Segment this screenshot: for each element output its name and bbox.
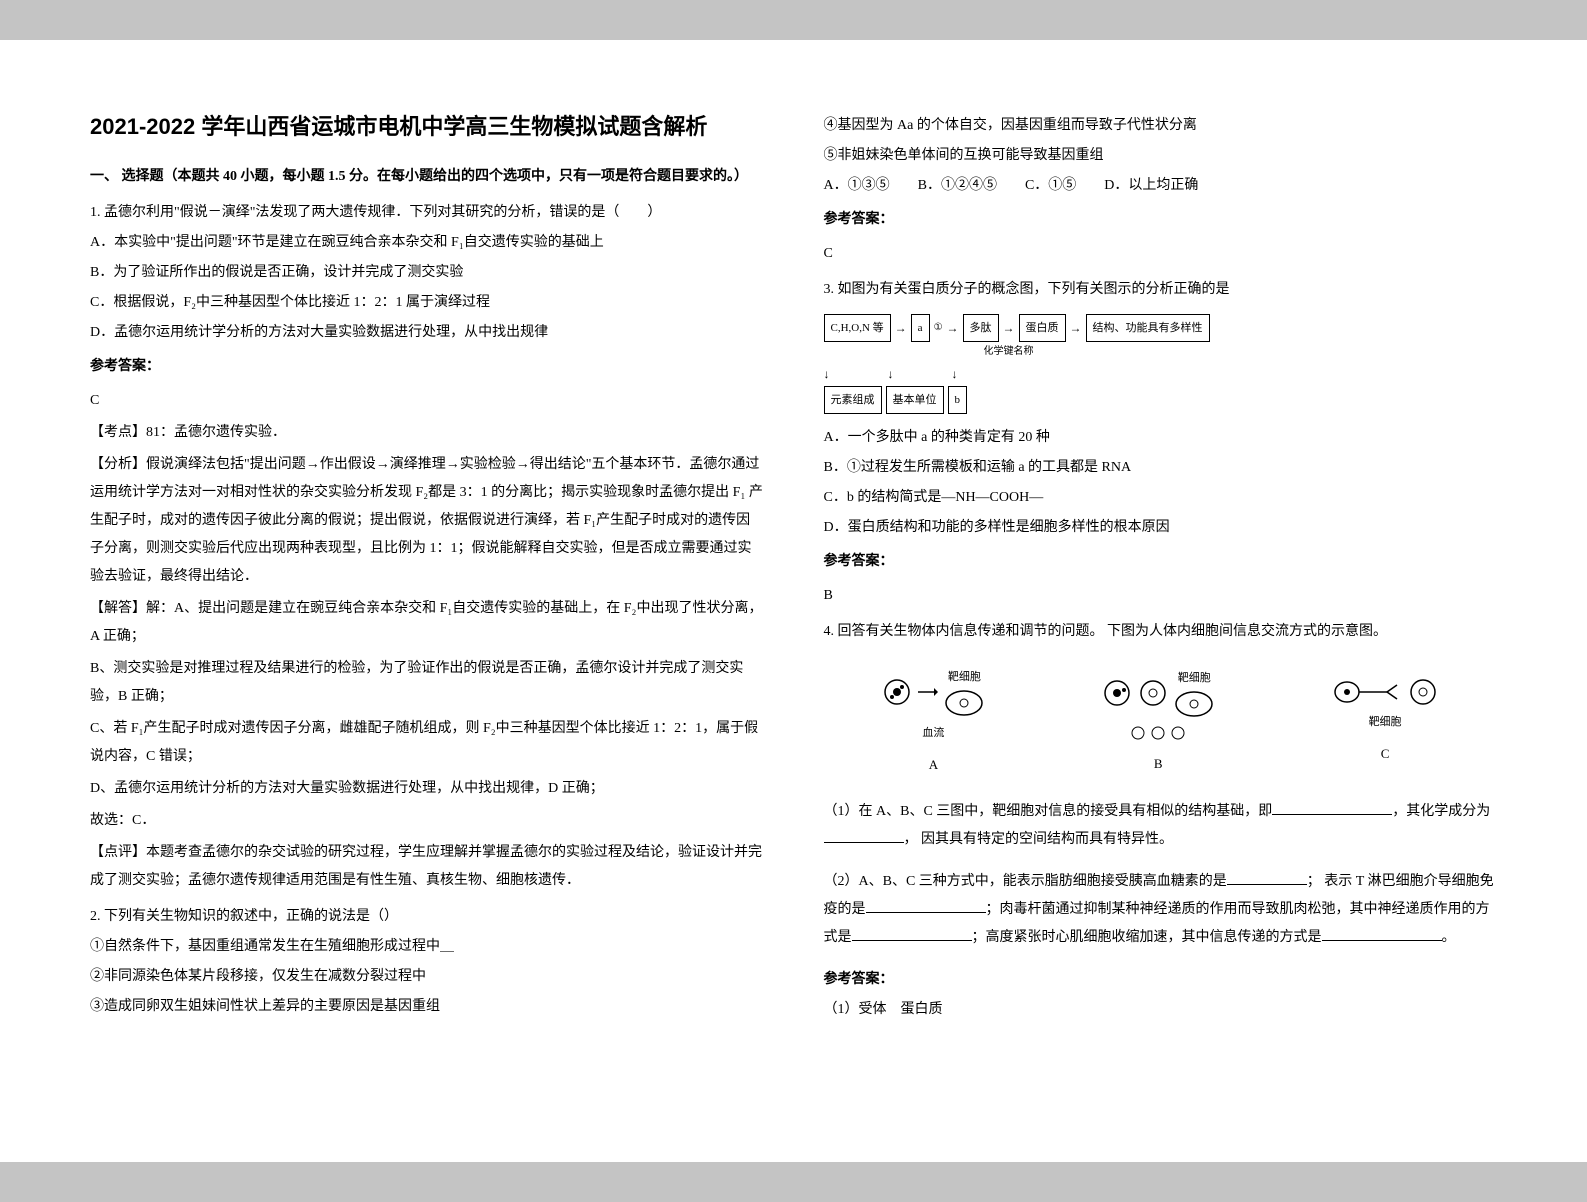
cm-box-peptide: 多肽 (963, 314, 999, 342)
cm-box-diversity: 结构、功能具有多样性 (1086, 314, 1210, 342)
neuron-icon (1332, 677, 1402, 707)
arrow-icon: → (947, 316, 959, 340)
q1-solution-d: D、孟德尔运用统计分析的方法对大量实验数据进行处理，从中找出规律，D 正确； (90, 775, 764, 803)
q2-answer: C (824, 240, 1498, 268)
arrow-icon: → (895, 316, 907, 340)
blood-label: 血流 (922, 722, 944, 744)
concept-map-row2: ↓ ↓ ↓ (824, 362, 1498, 386)
blank-field (1227, 869, 1307, 885)
question-4-stem: 4. 回答有关生物体内信息传递和调节的问题。 下图为人体内细胞间信息交流方式的示… (824, 618, 1498, 646)
question-2-stem: 2. 下列有关生物知识的叙述中，正确的说法是（） (90, 903, 764, 931)
concept-map: C,H,O,N 等 → a ① → 多肽 → 蛋白质 → 结构、功能具有多样性 … (824, 314, 1498, 414)
q3-option-c: C．b 的结构简式是—NH—COOH— (824, 484, 1498, 512)
q4-p1b: ，其化学成分为 (1392, 804, 1490, 819)
target-cell-label: 靶细胞 (948, 666, 981, 688)
q2-options: A．①③⑤ B．①②④⑤ C．①⑤ D．以上均正确 (824, 172, 1498, 200)
right-column: ④基因型为 Aa 的个体自交，因基因重组而导致子代性状分离 ⑤非姐妹染色单体间的… (824, 110, 1498, 1092)
q1-answer-label: 参考答案： (90, 353, 764, 381)
blank-field (1272, 799, 1392, 815)
cm-box-a: a (911, 314, 930, 342)
concept-map-chem-row: 化学键名称 (984, 342, 1498, 362)
cell-group-a: 靶细胞 血流 A (882, 666, 984, 778)
cm-box-b: b (948, 386, 968, 414)
diagram-label-a: A (929, 752, 938, 778)
q3-answer: B (824, 582, 1498, 610)
blank-field (866, 897, 986, 913)
q1-solution-b: B、测交实验是对推理过程及结果进行的检验，为了验证作出的假说是否正确，孟德尔设计… (90, 655, 764, 711)
cell-icon (882, 677, 912, 707)
cm-chem-label: 化学键名称 (984, 342, 1034, 362)
q1-answer: C (90, 387, 764, 415)
q1-comment: 【点评】本题考查孟德尔的杂交试验的研究过程，学生应理解并掌握孟德尔的实验过程及结… (90, 839, 764, 895)
cell-group-c: 靶细胞 C (1332, 677, 1438, 767)
q2-answer-label: 参考答案： (824, 206, 1498, 234)
q1-solution-end: 故选：C． (90, 807, 764, 835)
section-heading: 一、 选择题（本题共 40 小题，每小题 1.5 分。在每小题给出的四个选项中，… (90, 163, 764, 191)
target-cell-label: 靶细胞 (1369, 711, 1402, 733)
q1-keypoint: 【考点】81：孟德尔遗传实验． (90, 419, 764, 447)
q4-p2e: 。 (1442, 930, 1456, 945)
q3-option-d: D．蛋白质结构和功能的多样性是细胞多样性的根本原因 (824, 514, 1498, 542)
concept-map-row3: 元素组成 基本单位 b (824, 386, 1498, 414)
arrow-down-icon: ↓ (952, 362, 958, 386)
q1-option-b: B．为了验证所作出的假说是否正确，设计并完成了测交实验 (90, 259, 764, 287)
q2-s4: ④基因型为 Aa 的个体自交，因基因重组而导致子代性状分离 (824, 112, 1498, 140)
cm-box-element-comp: 元素组成 (824, 386, 882, 414)
cell-diagram: 靶细胞 血流 A 靶细胞 B (824, 666, 1498, 778)
q2-s2: ②非同源染色体某片段移接，仅发生在减数分裂过程中 (90, 963, 764, 991)
blank-field (852, 925, 972, 941)
blank-field (1322, 925, 1442, 941)
target-cell-icon (1174, 689, 1214, 719)
diagram-label-b: B (1154, 751, 1163, 777)
cell-row-c (1332, 677, 1438, 707)
q1-solution-c: C、若 F₁产生配子时成对遗传因子分离，雌雄配子随机组成，则 F₂中三种基因型个… (90, 715, 764, 771)
blank-field (824, 827, 904, 843)
q2-s3: ③造成同卵双生姐妹间性状上差异的主要原因是基因重组 (90, 993, 764, 1021)
cell-row-b: 靶细胞 (1102, 667, 1214, 719)
left-column: 2021-2022 学年山西省运城市电机中学高三生物模拟试题含解析 一、 选择题… (90, 110, 764, 1092)
cell-icon (1102, 678, 1132, 708)
cell-row-a: 靶细胞 (882, 666, 984, 718)
molecule-icon (1128, 723, 1188, 743)
diagram-label-c: C (1381, 741, 1390, 767)
q4-part2: （2）A、B、C 三种方式中，能表示脂肪细胞接受胰高血糖素的是； 表示 T 淋巴… (824, 868, 1498, 952)
q4-answer-1: （1）受体 蛋白质 (824, 996, 1498, 1024)
cell-icon (1408, 677, 1438, 707)
q1-solution-a: 【解答】解：A、提出问题是建立在豌豆纯合亲本杂交和 F₁自交遗传实验的基础上，在… (90, 595, 764, 651)
q1-option-d: D．孟德尔运用统计学分析的方法对大量实验数据进行处理，从中找出规律 (90, 319, 764, 347)
cm-box-protein: 蛋白质 (1019, 314, 1066, 342)
arrow-icon: → (1003, 316, 1015, 340)
q1-option-a: A．本实验中"提出问题"环节是建立在豌豆纯合亲本杂交和 F₁自交遗传实验的基础上 (90, 229, 764, 257)
cm-box-basic-unit: 基本单位 (886, 386, 944, 414)
arrow-down-icon: ↓ (888, 362, 894, 386)
q4-p1c: ， 因其具有特定的空间结构而具有特异性。 (904, 832, 1174, 847)
arrow-icon (918, 686, 938, 698)
doc-title: 2021-2022 学年山西省运城市电机中学高三生物模拟试题含解析 (90, 110, 764, 143)
cm-arrow-label: ① (934, 318, 943, 338)
q3-answer-label: 参考答案： (824, 548, 1498, 576)
concept-map-row1: C,H,O,N 等 → a ① → 多肽 → 蛋白质 → 结构、功能具有多样性 (824, 314, 1498, 342)
q4-p2a: （2）A、B、C 三种方式中，能表示脂肪细胞接受胰高血糖素的是 (824, 874, 1227, 889)
arrow-icon: → (1070, 316, 1082, 340)
q4-p2d: ；高度紧张时心肌细胞收缩加速，其中信息传递的方式是 (972, 930, 1322, 945)
q4-p1a: （1）在 A、B、C 三图中，靶细胞对信息的接受具有相似的结构基础，即 (824, 804, 1273, 819)
q2-s1: ①自然条件下，基因重组通常发生在生殖细胞形成过程中＿ (90, 933, 764, 961)
cm-box-elements: C,H,O,N 等 (824, 314, 891, 342)
question-3-stem: 3. 如图为有关蛋白质分子的概念图，下列有关图示的分析正确的是 (824, 276, 1498, 304)
q4-answer-label: 参考答案： (824, 966, 1498, 994)
q2-s5: ⑤非姐妹染色单体间的互换可能导致基因重组 (824, 142, 1498, 170)
document-page: 2021-2022 学年山西省运城市电机中学高三生物模拟试题含解析 一、 选择题… (0, 40, 1587, 1162)
q4-part1: （1）在 A、B、C 三图中，靶细胞对信息的接受具有相似的结构基础，即 ，其化学成… (824, 798, 1498, 854)
q3-option-b: B．①过程发生所需模板和运输 a 的工具都是 RNA (824, 454, 1498, 482)
connector-cell-icon (1138, 678, 1168, 708)
cell-group-b: 靶细胞 B (1102, 667, 1214, 777)
q1-option-c: C．根据假说，F₂中三种基因型个体比接近 1：2：1 属于演绎过程 (90, 289, 764, 317)
q3-option-a: A．一个多肽中 a 的种类肯定有 20 种 (824, 424, 1498, 452)
target-cell-icon (944, 688, 984, 718)
question-1-stem: 1. 孟德尔利用"假说－演绎"法发现了两大遗传规律．下列对其研究的分析，错误的是… (90, 199, 764, 227)
target-cell-label: 靶细胞 (1178, 667, 1211, 689)
arrow-down-icon: ↓ (824, 362, 830, 386)
q1-analysis: 【分析】假说演绎法包括"提出问题→作出假设→演绎推理→实验检验→得出结论"五个基… (90, 451, 764, 591)
